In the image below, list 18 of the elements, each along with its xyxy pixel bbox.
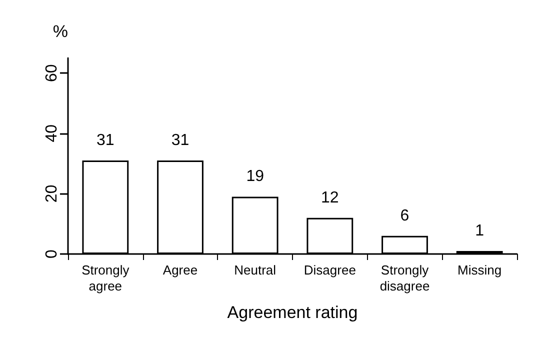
y-tick-label: 40 [44,124,60,142]
x-tick-label: Strongly agree [82,262,130,294]
x-axis-title: Agreement rating [227,303,358,322]
data-label: 31 [96,132,114,150]
x-tick-label: Agree [162,262,198,278]
y-tick-label: 60 [44,64,60,82]
data-label: 12 [321,189,339,206]
x-tick-label: Missing [458,262,502,278]
x-tick-label: Neutral [234,262,276,278]
y-tick-label: 20 [44,184,60,203]
y-axis-title: % [52,22,68,41]
data-label: 31 [171,132,190,150]
data-label: 19 [246,168,264,186]
y-tick-label: 0 [44,249,60,258]
x-tick-label: Strongly disagree [380,262,430,294]
data-label: 1 [475,222,484,240]
data-label: 6 [400,207,410,224]
x-tick-label: Disagree [304,262,356,278]
